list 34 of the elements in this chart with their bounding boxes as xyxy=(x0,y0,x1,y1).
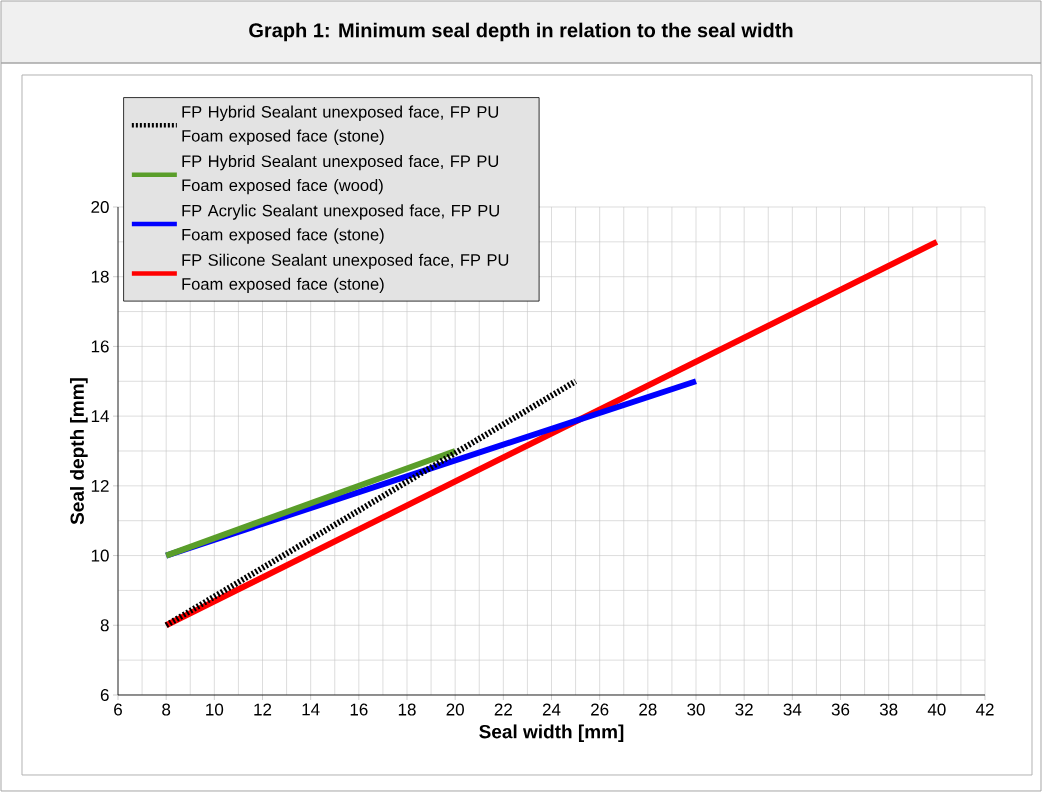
x-tick-label: 8 xyxy=(162,703,171,716)
chart-title: Graph 1: Minimum seal depth in relation to the seal width xyxy=(249,22,793,42)
x-tick-label: 24 xyxy=(542,703,561,716)
y-tick-label: 10 xyxy=(91,549,109,562)
y-tick-label: 12 xyxy=(91,479,109,492)
x-tick-label: 20 xyxy=(446,703,464,716)
y-tick-label: 6 xyxy=(100,688,109,702)
legend-label: FP Acrylic Sealant unexposed face, FP PU Foam exposed face (stone) xyxy=(182,204,499,244)
y-tick-label: 20 xyxy=(91,200,109,214)
legend-label: FP Silicone Sealant unexposed face, FP PU Foam exposed face (stone) xyxy=(182,253,509,294)
x-tick-label: 26 xyxy=(591,703,609,716)
x-tick-label: 40 xyxy=(927,703,946,716)
x-tick-label: 18 xyxy=(398,703,416,716)
x-tick-label: 38 xyxy=(879,703,898,716)
x-tick-label: 32 xyxy=(735,703,753,716)
legend-label: FP Hybrid Sealant unexposed face, FP PU Foam exposed face (stone) xyxy=(182,105,499,145)
x-tick-label: 10 xyxy=(206,703,224,716)
x-tick-label: 12 xyxy=(254,703,272,716)
x-tick-label: 36 xyxy=(831,703,850,716)
x-tick-label: 22 xyxy=(494,703,512,716)
x-tick-label: 34 xyxy=(783,703,802,716)
y-tick-label: 8 xyxy=(100,619,109,632)
y-tick-label: 14 xyxy=(91,410,109,422)
y-tick-label: 18 xyxy=(91,270,109,283)
y-axis-title: Seal depth [mm] xyxy=(69,378,88,525)
x-tick-label: 6 xyxy=(114,703,122,716)
x-axis-title: Seal width [mm] xyxy=(479,724,624,743)
legend-label: FP Hybrid Sealant unexposed face, FP PU Foam exposed face (wood) xyxy=(182,154,499,195)
x-tick-label: 30 xyxy=(687,703,705,716)
y-tick-label: 16 xyxy=(91,340,109,353)
x-tick-label: 14 xyxy=(302,703,320,716)
x-tick-label: 28 xyxy=(639,703,657,716)
x-tick-label: 16 xyxy=(350,703,368,716)
x-tick-label: 42 xyxy=(975,703,994,716)
